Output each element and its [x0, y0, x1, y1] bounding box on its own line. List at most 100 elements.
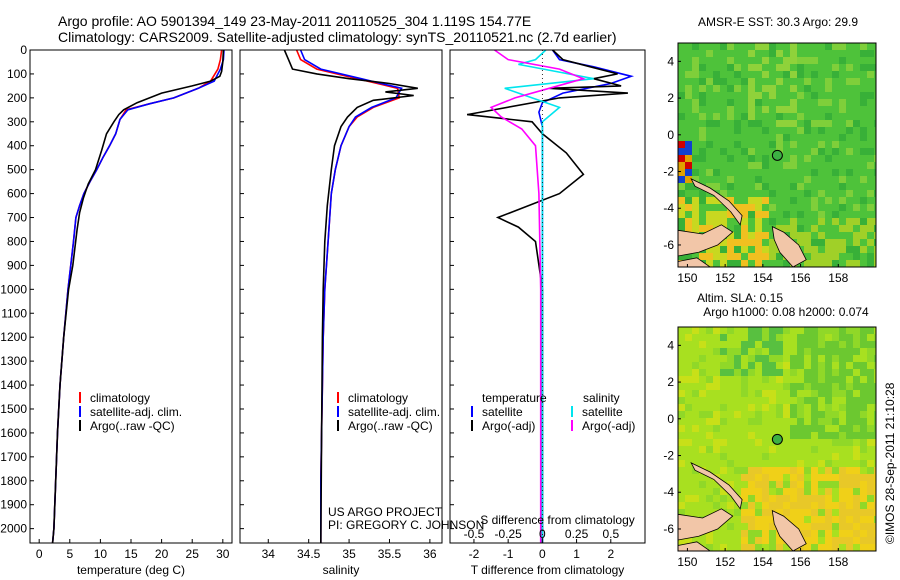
- sla_map-cell: [839, 537, 846, 544]
- sla_map-cell: [678, 397, 685, 404]
- sla_map-cell: [720, 348, 727, 355]
- sla_map-cell: [699, 481, 706, 488]
- sla_map-cell: [790, 425, 797, 432]
- sst_map-cell: [860, 246, 867, 253]
- difference-legend-label: Argo(-adj): [482, 419, 535, 433]
- sla_map-cell: [692, 362, 699, 369]
- sst_map-cell: [874, 260, 876, 267]
- sla_map-cell: [685, 439, 692, 446]
- difference-series-satellite-2: [504, 49, 594, 543]
- sst_map-cell: [762, 106, 769, 113]
- sst_map-cell: [811, 225, 818, 232]
- salinity-series-climatology-0: [295, 49, 401, 543]
- sst_map-ytick-label: -4: [663, 201, 674, 215]
- sla_map-cell: [846, 537, 853, 544]
- sla_map-cell: [783, 502, 790, 509]
- sla_map-float-marker: [771, 433, 783, 445]
- sla_map-cell: [825, 509, 832, 516]
- sst_map-cell: [741, 218, 748, 225]
- sla_map-cell: [748, 488, 755, 495]
- sla_map-cell: [741, 509, 748, 516]
- sst_map-cell: [734, 253, 741, 260]
- sla_map-cell: [874, 390, 876, 397]
- sla_map-cell: [699, 446, 706, 453]
- temperature-ytick-label: 1800: [0, 474, 27, 488]
- sla_map-cell: [825, 502, 832, 509]
- sla_map-cell: [804, 502, 811, 509]
- sla_map-cell: [797, 481, 804, 488]
- sst_map-cell: [818, 232, 825, 239]
- sst_map-cell: [706, 225, 713, 232]
- sla_map-cell: [832, 411, 839, 418]
- sst_map-cell: [769, 190, 776, 197]
- sst_map-cell: [867, 239, 874, 246]
- sst_map-cell: [685, 183, 692, 190]
- sst_map-ytick-label: 4: [667, 54, 674, 68]
- sst_map-cell: [867, 162, 874, 169]
- sst_map-cell: [734, 120, 741, 127]
- sst_map-cell: [860, 218, 867, 225]
- sst_map-cell: [818, 120, 825, 127]
- sla_map-cell: [811, 418, 818, 425]
- sst_map-cell: [797, 211, 804, 218]
- salinity-panel: 34 34.5 35 35.5 36 salinity climatologysatelli…: [239, 49, 443, 577]
- sla_map-cell: [825, 376, 832, 383]
- sst_map-cell: [853, 204, 860, 211]
- sla_map-cell: [867, 439, 874, 446]
- sla_map-cell: [727, 369, 734, 376]
- difference-series-satellite-0: [538, 49, 635, 543]
- sla_map-ytick-label: -4: [663, 485, 674, 499]
- sla_map-cell: [769, 348, 776, 355]
- sst_map-cell: [818, 239, 825, 246]
- sst_map-cell: [860, 176, 867, 183]
- sla_map-cell: [811, 523, 818, 530]
- header-line1: Argo profile: AO 5901394_149 23-May-2011…: [58, 13, 531, 29]
- sla_map-cell: [825, 411, 832, 418]
- salinity-xtick-label: 35: [342, 547, 356, 561]
- sla_map-cell: [755, 418, 762, 425]
- sst_map-cell: [783, 57, 790, 64]
- sst_map-cell: [727, 183, 734, 190]
- sla_map-cell: [769, 369, 776, 376]
- sst_map-cell: [825, 260, 832, 267]
- sst_map-cell: [748, 85, 755, 92]
- sla_map-cell: [860, 418, 867, 425]
- sla_map-cell: [839, 530, 846, 537]
- sst_map-cell: [713, 169, 720, 176]
- sst_map-cell: [748, 99, 755, 106]
- sla_map-cell: [797, 509, 804, 516]
- sst_map-cell: [797, 64, 804, 71]
- sla_map-cell: [783, 467, 790, 474]
- temperature-xtick-label: 15: [124, 547, 138, 561]
- sla_map-cell: [874, 530, 876, 537]
- sla_map-ytick-label: -2: [663, 449, 674, 463]
- sla_map-cell: [839, 341, 846, 348]
- sla_map-cell: [769, 502, 776, 509]
- sst_map-cell: [692, 197, 699, 204]
- sst_map-cell: [685, 253, 692, 260]
- sla_map-cell: [853, 509, 860, 516]
- sla_map-cell: [769, 390, 776, 397]
- sla_map-cell: [706, 418, 713, 425]
- sla_map-cell: [797, 432, 804, 439]
- sla_map-cell: [853, 453, 860, 460]
- sla_map-cell: [706, 495, 713, 502]
- sla_map-cell: [825, 362, 832, 369]
- sla_map-cell: [874, 411, 876, 418]
- sla_map-cell: [825, 390, 832, 397]
- sla_map-cell: [839, 425, 846, 432]
- sla_map-cell: [874, 495, 876, 502]
- sla_map-cell: [818, 502, 825, 509]
- sla_map-cell: [811, 362, 818, 369]
- sst_map-cell: [734, 232, 741, 239]
- sst_map-cell: [713, 253, 720, 260]
- sst_map-cell: [818, 99, 825, 106]
- sst_map-cell: [755, 197, 762, 204]
- sst_map-cell: [853, 253, 860, 260]
- sla_map-cell: [692, 425, 699, 432]
- sst_map-cell: [811, 71, 818, 78]
- sla_map-cell: [825, 348, 832, 355]
- sla_map-cell: [776, 488, 783, 495]
- sla_map-cell: [762, 502, 769, 509]
